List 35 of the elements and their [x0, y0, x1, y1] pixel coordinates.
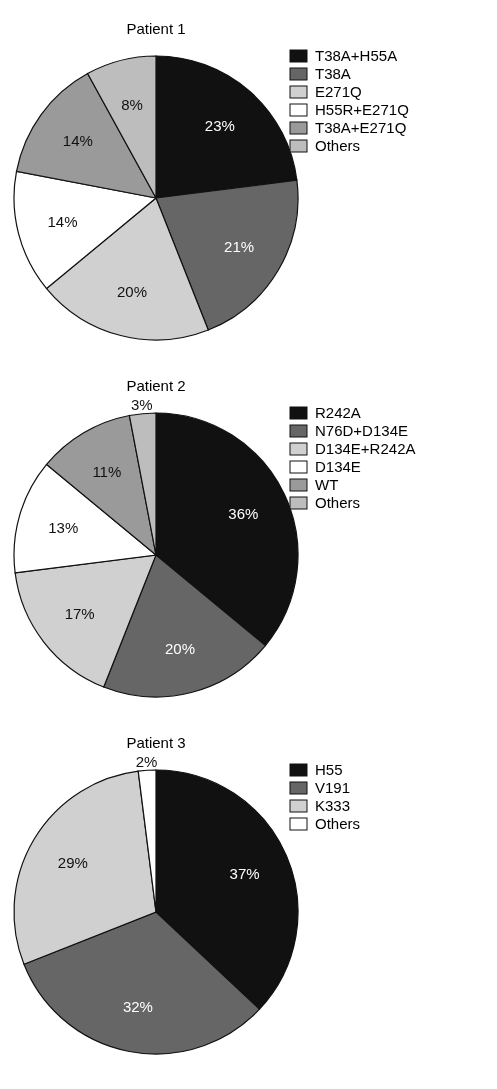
legend-label: Others — [315, 494, 361, 512]
data-label: 23% — [204, 116, 235, 134]
legend-label: K333 — [315, 797, 351, 815]
legend-label: D134E+R242A — [315, 440, 416, 458]
data-label: 21% — [224, 238, 255, 256]
data-label: 2% — [135, 752, 158, 770]
data-label: 14% — [47, 213, 78, 231]
data-label: 20% — [116, 282, 147, 300]
legend-label: Others — [315, 137, 361, 155]
legend-label: V191 — [315, 779, 351, 797]
data-label: 32% — [122, 998, 153, 1016]
legend-label: T38A — [315, 65, 351, 83]
data-label: 36% — [228, 505, 259, 523]
data-label: 17% — [64, 605, 95, 623]
data-label: 14% — [62, 132, 93, 150]
legend-label: T38A+E271Q — [315, 119, 407, 137]
data-label: 13% — [48, 519, 79, 537]
legend-label: H55 — [315, 761, 343, 779]
chart-title: Patient 3 — [126, 734, 186, 751]
data-label: 11% — [92, 463, 122, 481]
legend-label: T38A+H55A — [315, 47, 398, 65]
legend-label: D134E — [315, 458, 361, 476]
legend-label: H55R+E271Q — [315, 101, 409, 119]
legend-label: E271Q — [315, 83, 362, 101]
chart-title: Patient 1 — [126, 20, 186, 37]
chart-title: Patient 2 — [126, 377, 186, 394]
data-label: 8% — [121, 95, 143, 113]
data-label: 20% — [165, 639, 196, 657]
legend-label: Others — [315, 815, 361, 833]
data-label: 37% — [229, 864, 260, 882]
legend-label: N76D+D134E — [315, 422, 408, 440]
data-label: 29% — [57, 854, 88, 872]
data-label: 3% — [130, 395, 153, 413]
legend-label: WT — [315, 476, 339, 494]
legend-label: R242A — [315, 404, 361, 422]
